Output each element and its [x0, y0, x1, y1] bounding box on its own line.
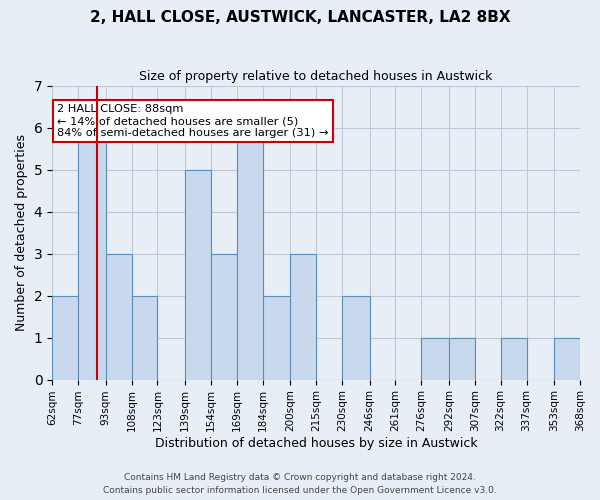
Bar: [500, 338, 527, 380]
Text: Contains HM Land Registry data © Crown copyright and database right 2024.
Contai: Contains HM Land Registry data © Crown c…: [103, 474, 497, 495]
Title: Size of property relative to detached houses in Austwick: Size of property relative to detached ho…: [139, 70, 493, 83]
Bar: [131, 296, 157, 380]
Bar: [237, 128, 263, 380]
Bar: [52, 296, 78, 380]
Bar: [78, 128, 106, 380]
Bar: [449, 338, 475, 380]
Bar: [290, 254, 316, 380]
Bar: [106, 254, 131, 380]
Text: 2 HALL CLOSE: 88sqm
← 14% of detached houses are smaller (5)
84% of semi-detache: 2 HALL CLOSE: 88sqm ← 14% of detached ho…: [58, 104, 329, 138]
Bar: [211, 254, 237, 380]
Bar: [342, 296, 370, 380]
X-axis label: Distribution of detached houses by size in Austwick: Distribution of detached houses by size …: [155, 437, 478, 450]
Text: 2, HALL CLOSE, AUSTWICK, LANCASTER, LA2 8BX: 2, HALL CLOSE, AUSTWICK, LANCASTER, LA2 …: [89, 10, 511, 25]
Bar: [554, 338, 580, 380]
Y-axis label: Number of detached properties: Number of detached properties: [15, 134, 28, 331]
Bar: [263, 296, 290, 380]
Bar: [421, 338, 449, 380]
Bar: [185, 170, 211, 380]
